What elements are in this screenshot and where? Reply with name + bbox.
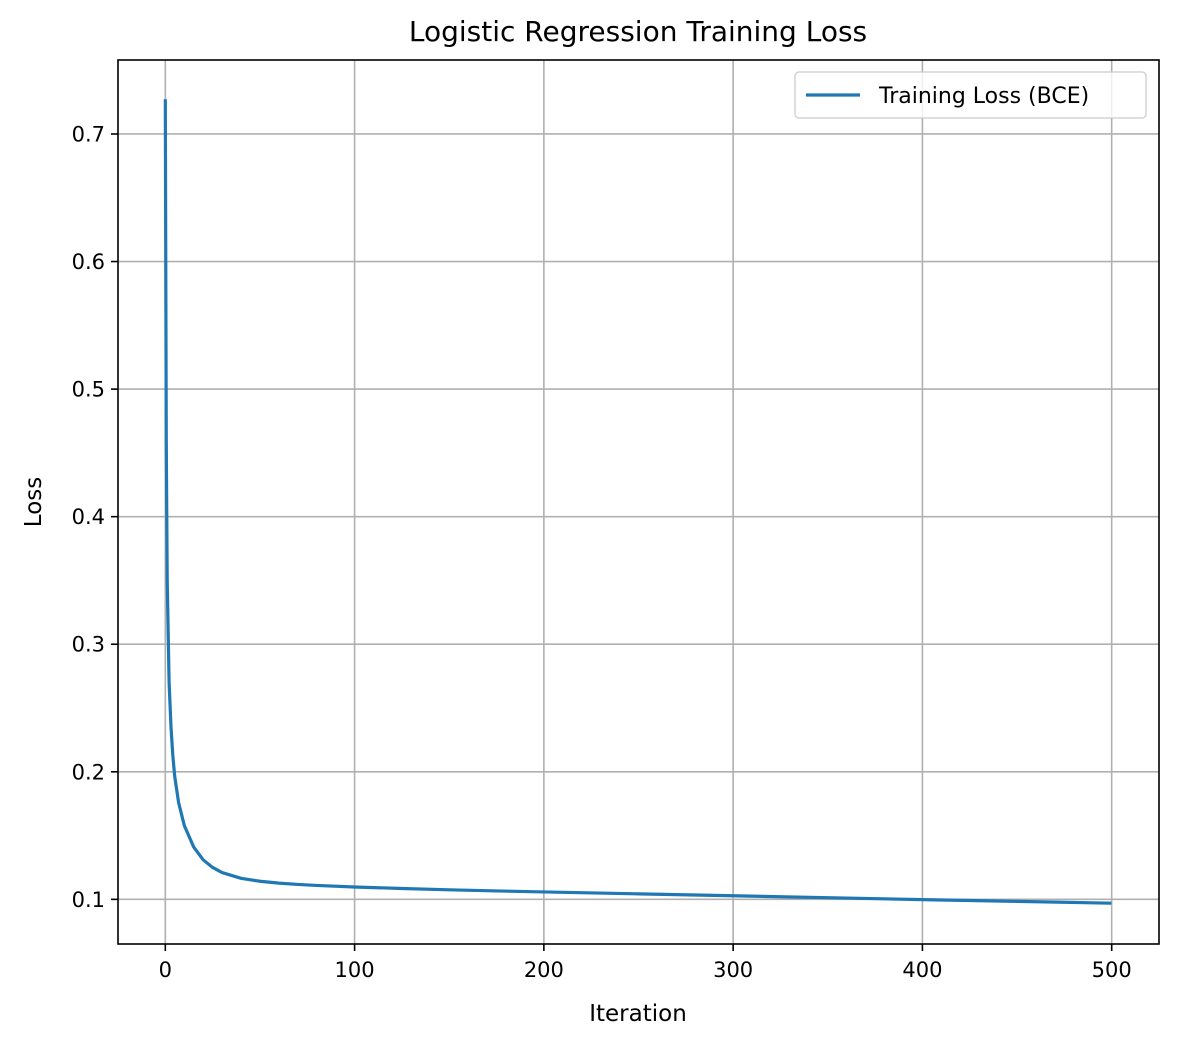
y-tick-label: 0.3: [72, 633, 105, 657]
series-line-training-loss: [163, 99, 1112, 905]
chart-title: Logistic Regression Training Loss: [409, 15, 867, 48]
y-tick-label: 0.7: [72, 122, 105, 146]
grid: [118, 60, 1159, 944]
x-tick-label: 200: [524, 958, 564, 982]
ticks: 0 100 200 300 400 500 0.1 0.2 0.3 0.4 0.5 0.6 0.7: [72, 122, 1132, 982]
y-tick-label: 0.2: [72, 760, 105, 784]
y-tick-label: 0.4: [72, 505, 105, 529]
plot-frame: [117, 59, 1160, 945]
y-tick-label: 0.6: [72, 250, 105, 274]
x-tick-label: 100: [335, 958, 375, 982]
x-axis-label: Iteration: [589, 1001, 687, 1027]
x-tick-label: 0: [159, 958, 172, 982]
x-tick-label: 500: [1092, 958, 1132, 982]
series-layer: [163, 99, 1112, 905]
x-tick-label: 300: [713, 958, 753, 982]
y-tick-label: 0.5: [72, 378, 105, 402]
legend-label: Training Loss (BCE): [878, 84, 1089, 109]
legend-box: [794, 71, 1147, 119]
y-axis-label: Loss: [21, 477, 47, 527]
plot-area: [118, 60, 1159, 944]
x-tick-label: 400: [902, 958, 942, 982]
legend: Training Loss (BCE): [794, 71, 1147, 119]
y-tick-label: 0.1: [72, 888, 105, 912]
